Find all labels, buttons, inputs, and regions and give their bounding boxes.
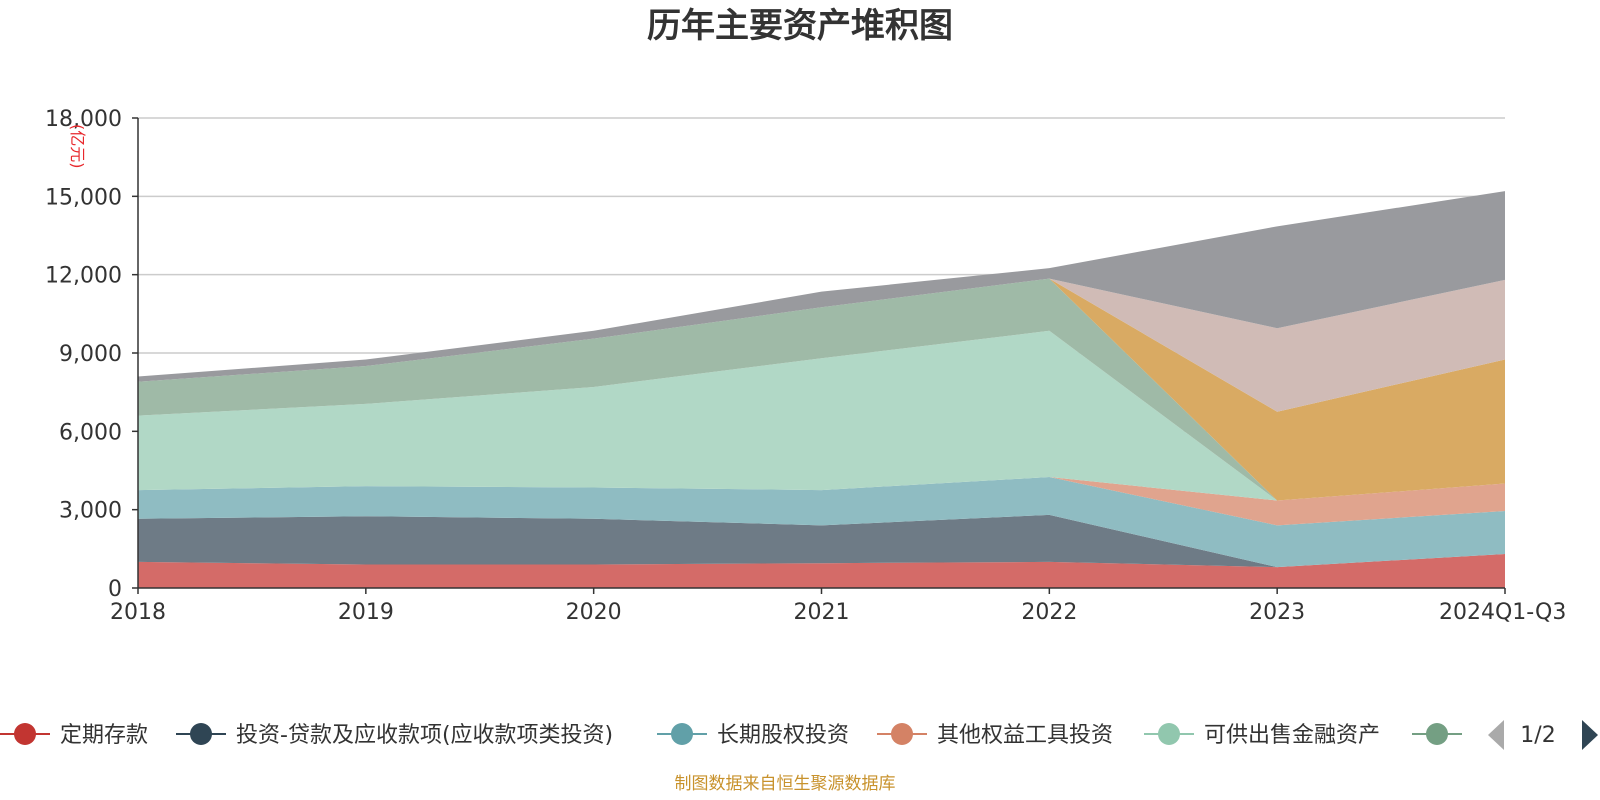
legend-label: 长期股权投资 <box>717 723 849 748</box>
y-axis-unit-label: (亿元) <box>68 124 87 169</box>
legend-marker-icon <box>190 723 212 745</box>
area-series[interactable] <box>138 514 1505 568</box>
area-layer <box>138 191 1505 588</box>
legend-item[interactable]: 投资-贷款及应收款项(应收款项类投资) <box>176 723 613 748</box>
legend-item[interactable] <box>1412 723 1462 745</box>
legend-page-indicator: 1/2 <box>1520 723 1555 748</box>
area-series[interactable] <box>138 477 1505 568</box>
y-tick-label: 12,000 <box>45 264 122 289</box>
legend-item[interactable]: 可供出售金融资产 <box>1144 723 1380 748</box>
legend-marker-icon <box>1426 723 1448 745</box>
y-tick-label: 0 <box>108 577 122 602</box>
area-series[interactable] <box>138 278 1505 501</box>
legend-marker-icon <box>1158 723 1180 745</box>
legend-prev-page-icon[interactable] <box>1488 720 1504 750</box>
x-tick-label: 2019 <box>338 600 394 625</box>
x-tick-label: 2024Q1-Q3 <box>1439 600 1566 625</box>
area-series[interactable] <box>138 477 1505 526</box>
legend-label: 其他权益工具投资 <box>937 723 1113 748</box>
area-series[interactable] <box>138 278 1505 412</box>
x-tick-label: 2018 <box>110 600 166 625</box>
chart-title: 历年主要资产堆积图 <box>647 6 953 46</box>
legend-marker-icon <box>891 723 913 745</box>
x-tick-label: 2020 <box>566 600 622 625</box>
legend-label: 可供出售金融资产 <box>1204 723 1380 748</box>
y-tick-label: 3,000 <box>59 499 122 524</box>
area-series[interactable] <box>138 191 1505 382</box>
y-tick-label: 18,000 <box>45 107 122 132</box>
legend-label: 定期存款 <box>60 723 148 748</box>
x-tick-label: 2021 <box>794 600 850 625</box>
x-tick-label: 2022 <box>1021 600 1077 625</box>
legend-item[interactable]: 长期股权投资 <box>657 723 849 748</box>
y-tick-label: 6,000 <box>59 420 122 445</box>
y-tick-label: 9,000 <box>59 342 122 367</box>
area-series[interactable] <box>138 278 1505 501</box>
legend-item[interactable]: 定期存款 <box>0 723 148 748</box>
legend-next-page-icon[interactable] <box>1582 720 1598 750</box>
legend-label: 投资-贷款及应收款项(应收款项类投资) <box>236 723 613 748</box>
y-tick-label: 15,000 <box>45 185 122 210</box>
legend-marker-icon <box>14 723 36 745</box>
x-tick-label: 2023 <box>1249 600 1305 625</box>
legend-marker-icon <box>671 723 693 745</box>
axis-layer: 0 3,000 6,000 9,000 12,000 15,000 18,000 2018 20… <box>45 107 1566 625</box>
legend-item[interactable]: 其他权益工具投资 <box>877 723 1113 748</box>
source-note: 制图数据来自恒生聚源数据库 <box>675 774 896 794</box>
legend[interactable]: 定期存款 投资-贷款及应收款项(应收款项类投资) 长期股权投资 其他权益工具投资 可供出… <box>0 720 1598 750</box>
area-series[interactable] <box>138 330 1505 501</box>
area-series[interactable] <box>138 554 1505 588</box>
